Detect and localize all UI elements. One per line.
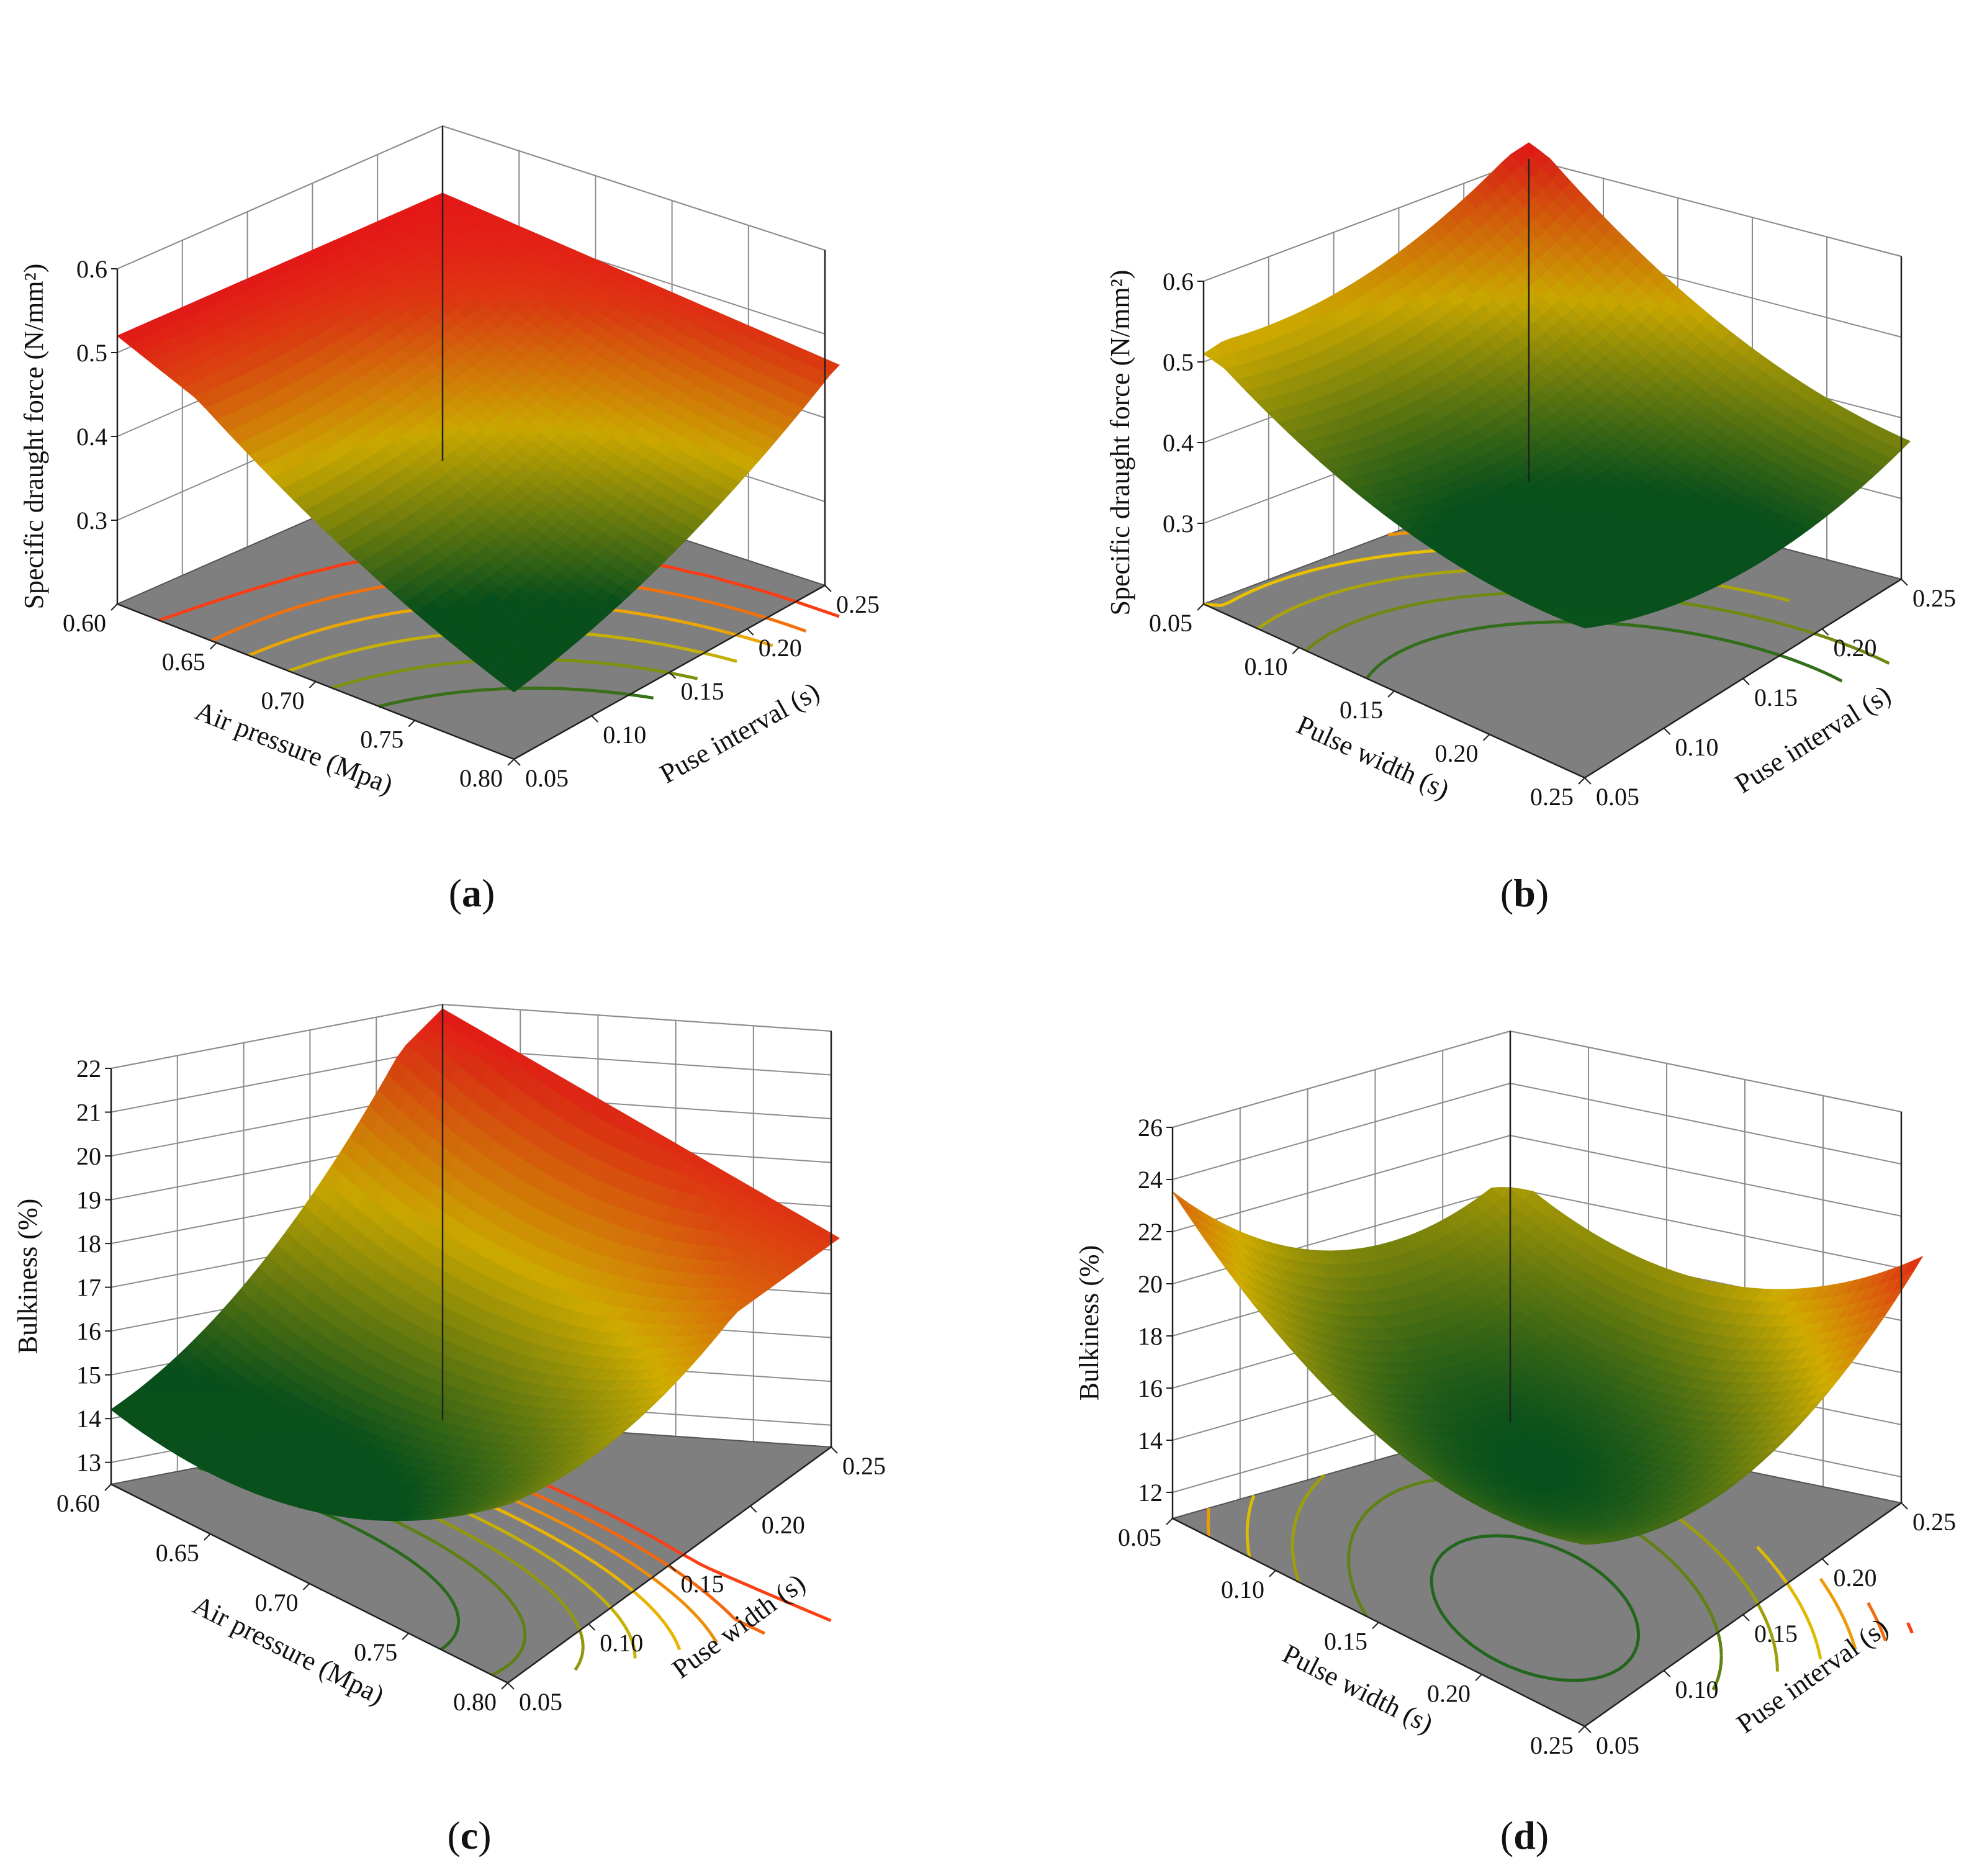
x-tick-mark <box>1578 777 1585 785</box>
x-tick-label: 0.60 <box>63 609 106 637</box>
x-tick-label: 0.70 <box>255 1589 299 1617</box>
x-tick-label: 0.80 <box>459 764 503 792</box>
contour-line <box>1906 1622 1914 1634</box>
y-tick-label: 0.20 <box>762 1511 805 1539</box>
x-tick-mark <box>1292 647 1300 654</box>
z-tick-label: 0.5 <box>76 339 107 367</box>
x-tick-mark <box>210 642 217 650</box>
x-tick-label: 0.80 <box>453 1688 497 1716</box>
z-tick-label: 0.4 <box>76 423 107 451</box>
response-surface <box>1202 142 1911 629</box>
x-tick-mark <box>110 603 118 611</box>
x-tick-label: 0.70 <box>261 687 305 715</box>
z-tick-label: 16 <box>76 1317 101 1345</box>
y-tick-label: 0.05 <box>1596 783 1639 811</box>
z-axis-title: Specific draught force (N/mm²) <box>19 264 49 610</box>
y-tick-mark <box>831 1446 838 1454</box>
x-tick-mark <box>501 1682 508 1690</box>
x-tick-mark <box>408 719 415 728</box>
x-tick-label: 0.10 <box>1245 652 1288 680</box>
y-tick-mark <box>1901 579 1908 586</box>
y-tick-label: 0.15 <box>681 1570 724 1598</box>
z-axis: 0.3 0.4 0.5 0.6 Specific draught force (N/mm… <box>19 255 117 609</box>
x-tick-mark <box>1197 603 1204 611</box>
contour-line <box>378 687 654 708</box>
y-tick-mark <box>1742 678 1750 685</box>
z-axis-title: Specific draught force (N/mm²) <box>1105 270 1135 616</box>
z-tick-label: 13 <box>76 1449 101 1477</box>
panel-a: 0.3 0.4 0.5 0.6 Specific draught force (N/mm… <box>19 125 880 800</box>
y-tick-label: 0.10 <box>1675 733 1719 761</box>
x-tick-label: 0.75 <box>360 726 403 754</box>
x-tick-label: 0.65 <box>162 648 205 676</box>
x-tick-mark <box>204 1533 211 1541</box>
y-tick-mark <box>669 672 677 679</box>
surface-patch <box>502 676 524 693</box>
y-tick-label: 0.20 <box>759 634 802 662</box>
z-tick-label: 0.3 <box>1163 510 1194 538</box>
z-axis: 0.3 0.4 0.5 0.6 Specific draught force (N/mm… <box>1105 268 1204 615</box>
z-tick-label: 0.6 <box>1163 268 1194 295</box>
x-tick-label: 0.05 <box>1149 609 1192 637</box>
y-tick-mark <box>1821 628 1829 636</box>
x-tick-label: 0.60 <box>56 1489 100 1517</box>
x-tick-mark <box>1482 734 1490 741</box>
y-tick-mark <box>507 1682 515 1690</box>
response-surface <box>116 192 840 693</box>
y-tick-label: 0.05 <box>525 764 569 792</box>
z-axis-title: Bulkiness (%) <box>12 1199 43 1355</box>
z-tick-label: 21 <box>76 1099 101 1127</box>
y-tick-mark <box>591 715 598 723</box>
y-tick-label: 0.10 <box>600 1629 643 1657</box>
x-tick-mark <box>1387 690 1395 698</box>
y-tick-label: 0.15 <box>681 677 724 705</box>
z-tick-label: 19 <box>76 1186 101 1214</box>
x-tick-label: 0.25 <box>1530 783 1574 811</box>
x-tick-mark <box>309 681 317 688</box>
y-tick-label: 0.25 <box>1912 584 1956 612</box>
x-tick-label: 0.20 <box>1435 739 1479 767</box>
y-tick-label: 0.10 <box>603 721 646 749</box>
x-tick-mark <box>402 1633 409 1640</box>
y-tick-label: 0.25 <box>836 590 880 618</box>
y-tick-mark <box>824 585 832 592</box>
x-tick-mark <box>507 759 515 766</box>
panel-c: 13 14 15 16 17 18 19 20 21 22 Bulkiness (%) 0.60 0.6… <box>12 1003 886 1716</box>
z-tick-label: 22 <box>76 1055 101 1083</box>
y-tick-label: 0.25 <box>842 1452 886 1480</box>
y-tick-label: 0.05 <box>519 1688 562 1716</box>
y-tick-mark <box>750 1505 757 1513</box>
y-tick-label: 0.15 <box>1754 683 1798 711</box>
z-tick-label: 0.3 <box>76 507 107 534</box>
y-tick-mark <box>513 759 521 766</box>
z-tick-label: 0.4 <box>1163 429 1194 457</box>
y-tick-mark <box>747 628 754 636</box>
x-tick-mark <box>104 1484 112 1491</box>
x-tick-label: 0.15 <box>1340 696 1383 724</box>
z-tick-label: 18 <box>76 1230 101 1258</box>
z-tick-label: 17 <box>76 1274 101 1302</box>
y-tick-mark <box>1663 728 1671 735</box>
panel-b: 0.3 0.4 0.5 0.6 Specific draught force (N/mm… <box>1105 142 1956 811</box>
x-tick-mark <box>302 1583 310 1590</box>
z-axis: 13 14 15 16 17 18 19 20 21 22 Bulkiness (%) <box>12 1055 111 1477</box>
z-tick-label: 15 <box>76 1361 101 1389</box>
x-tick-label: 0.75 <box>354 1638 397 1666</box>
z-tick-label: 20 <box>76 1142 101 1170</box>
y-tick-label: 0.20 <box>1834 634 1877 662</box>
x-tick-label: 0.65 <box>156 1539 199 1567</box>
y-tick-mark <box>588 1623 595 1631</box>
z-tick-label: 14 <box>76 1405 101 1433</box>
z-tick-label: 0.6 <box>76 255 107 283</box>
z-tick-label: 0.5 <box>1163 348 1194 376</box>
y-tick-mark <box>1584 777 1592 785</box>
